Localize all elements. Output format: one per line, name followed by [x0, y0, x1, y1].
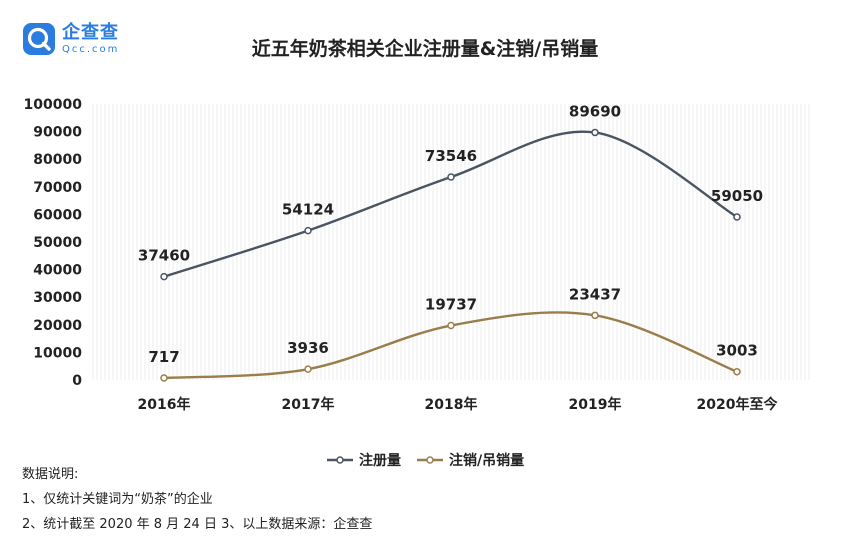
y-tick-label: 30000: [33, 290, 82, 306]
data-point-registration: [447, 173, 455, 181]
data-label-cancellation: 717: [148, 348, 179, 366]
data-label-cancellation: 3003: [716, 342, 758, 360]
logo-name: 企查查: [62, 21, 119, 43]
y-tick-label: 70000: [33, 180, 82, 196]
notes-heading: 数据说明:: [22, 467, 79, 482]
data-point-cancellation: [733, 367, 741, 376]
legend-marker-cancellation: [426, 456, 434, 464]
x-tick-label: 2017年: [282, 396, 335, 413]
data-label-cancellation: 19737: [425, 296, 477, 314]
logo-subtitle: Qcc.com: [62, 43, 120, 55]
chart-title: 近五年奶茶相关企业注册量&注销/吊销量: [251, 38, 599, 60]
plot-area-background: [92, 104, 810, 380]
data-point-registration: [733, 213, 741, 221]
y-tick-label: 50000: [33, 235, 82, 251]
y-tick-label: 60000: [33, 207, 82, 223]
data-label-cancellation: 23437: [569, 285, 621, 303]
y-tick-label: 0: [72, 373, 82, 389]
legend-label-cancellation: 注销/吊销量: [449, 452, 524, 469]
data-label-registration: 37460: [138, 247, 190, 265]
data-point-cancellation: [447, 321, 455, 330]
data-point-registration: [160, 272, 168, 281]
data-notes: 数据说明: 1、仅统计关键词为“奶茶”的企业 2、统计截至 2020 年 8 月…: [22, 462, 372, 537]
data-point-cancellation: [160, 374, 168, 382]
legend-marker-registration: [336, 456, 344, 464]
y-tick-label: 20000: [33, 318, 82, 334]
x-tick-label: 2016年: [138, 396, 191, 413]
qcc-logo-icon: [23, 23, 55, 55]
y-tick-label: 80000: [33, 152, 82, 168]
data-label-cancellation: 3936: [287, 339, 329, 357]
y-tick-label: 40000: [33, 263, 82, 279]
data-point-registration: [591, 128, 599, 137]
legend-label-registration: 注册量: [359, 452, 401, 469]
x-tick-label: 2018年: [425, 396, 478, 413]
x-tick-label: 2020年至今: [697, 396, 778, 413]
legend: 注册量 注销/吊销量: [327, 452, 524, 469]
x-tick-label: 2019年: [569, 396, 622, 413]
qcc-logo: 企查查 Qcc.com: [22, 22, 119, 56]
note-line-2: 2、统计截至 2020 年 8 月 24 日 3、以上数据来源：企查查: [22, 517, 373, 532]
data-point-cancellation: [304, 365, 312, 373]
note-line-1: 1、仅统计关键词为“奶茶”的企业: [22, 492, 213, 507]
data-label-registration: 73546: [425, 147, 477, 165]
data-label-registration: 54124: [282, 201, 334, 219]
y-tick-label: 100000: [24, 97, 83, 113]
data-label-registration: 89690: [569, 102, 621, 120]
data-label-registration: 59050: [711, 187, 763, 205]
data-point-registration: [304, 226, 312, 235]
y-tick-label: 10000: [33, 345, 82, 361]
y-tick-label: 90000: [33, 125, 82, 141]
data-point-cancellation: [591, 311, 599, 320]
